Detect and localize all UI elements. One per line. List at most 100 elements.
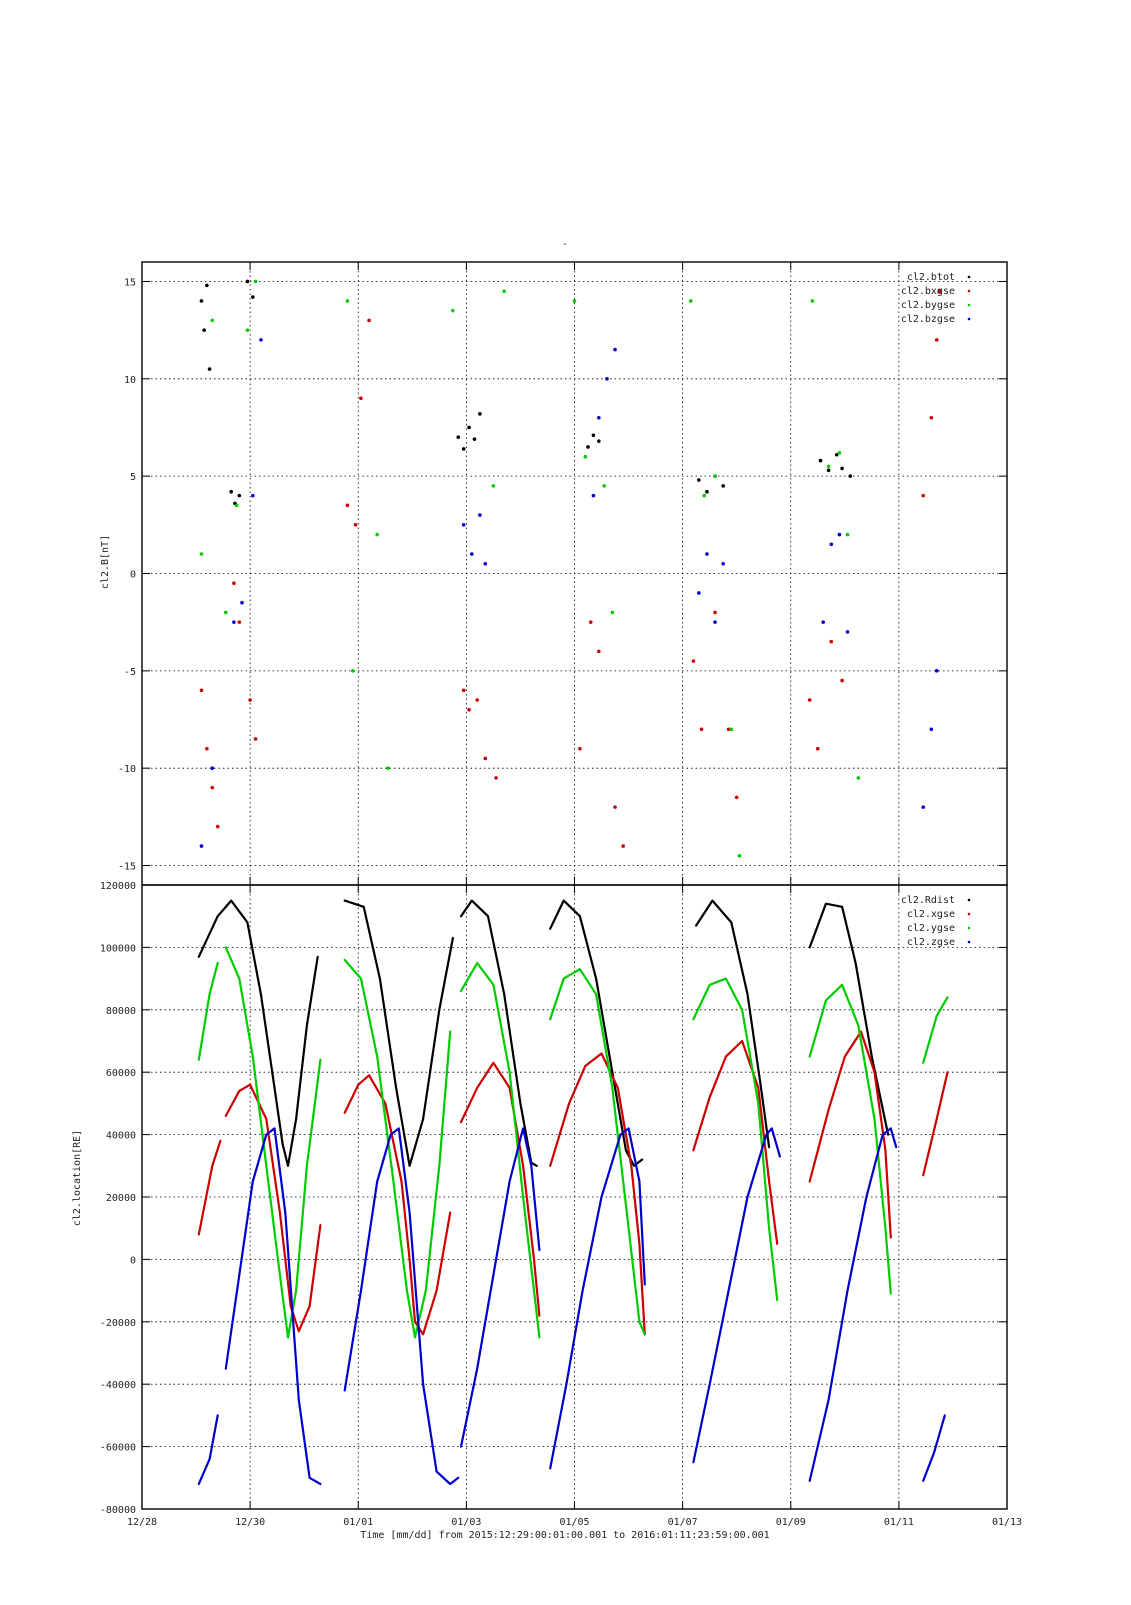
bottom-panel-y-axis-title: cl2.location[RE]	[72, 1130, 83, 1226]
series-point-cl2-bxgse	[483, 756, 488, 761]
series-point-cl2-bxgse	[713, 610, 717, 615]
y-tick-label: 0	[130, 570, 136, 581]
series-point-cl2-bygse	[502, 289, 507, 294]
series-point-cl2-btot	[848, 474, 853, 478]
series-point-cl2-bzgse	[934, 669, 939, 673]
series-point-cl2-bxgse	[359, 396, 363, 401]
series-point-cl2-bxgse	[475, 698, 479, 702]
legend-label: cl2.Rdist	[901, 895, 955, 906]
series-line-cl2-ygse	[808, 983, 892, 1295]
series-point-cl2-bygse	[223, 610, 228, 615]
series-point-cl2-bxgse	[253, 737, 258, 741]
series-point-cl2-bxgse	[248, 698, 252, 702]
series-point-cl2-bzgse	[469, 552, 474, 556]
series-point-cl2-bzgse	[845, 630, 850, 634]
series-point-cl2-btot	[721, 484, 725, 488]
series-line-cl2-ygse	[343, 958, 452, 1339]
y-tick-label: -40000	[100, 1380, 136, 1391]
series-line-cl2-ygse	[197, 961, 219, 1061]
series-point-cl2-bzgse	[210, 766, 215, 770]
series-point-cl2-bxgse	[467, 707, 471, 712]
series-line-cl2-ygse	[549, 968, 646, 1336]
series-point-cl2-bxgse	[934, 338, 939, 342]
series-point-cl2-bygse	[451, 308, 455, 313]
series-point-cl2-bygse	[602, 484, 607, 488]
x-tick-label: 01/11	[884, 1517, 914, 1528]
x-tick-label: 01/03	[451, 1517, 481, 1528]
legend-label: cl2.bygse	[901, 300, 955, 311]
y-tick-label: 0	[130, 1255, 136, 1266]
legend-label: cl2.xgse	[907, 909, 955, 920]
y-tick-label: 5	[130, 472, 136, 483]
series-point-cl2-bxgse	[621, 844, 625, 848]
series-line-cl2-zgse	[343, 1127, 460, 1486]
series-line-cl2-xgse	[808, 1030, 892, 1239]
series-point-cl2-btot	[472, 437, 477, 441]
series-line-cl2-ygse	[692, 977, 779, 1302]
series-point-cl2-bxgse	[205, 746, 209, 751]
y-tick-label: 120000	[100, 881, 136, 892]
series-point-cl2-btot	[461, 447, 466, 451]
bottom-panel: -80000 -60000 -40000 -20000 0 20000 40000 60000…	[100, 881, 1022, 1528]
x-tick-label: 01/01	[343, 1517, 373, 1528]
legend-marker	[967, 303, 971, 307]
series-point-cl2-bygse	[610, 610, 615, 615]
series-point-cl2-bxgse	[726, 727, 731, 732]
x-tick-label: 01/09	[776, 1517, 806, 1528]
series-point-cl2-bzgse	[461, 523, 466, 527]
series-point-cl2-btot	[229, 489, 234, 494]
y-tick-label: 10	[124, 375, 136, 386]
y-tick-label: 20000	[106, 1193, 136, 1204]
series-point-cl2-bygse	[253, 279, 258, 284]
series-point-cl2-bygse	[572, 299, 577, 303]
series-point-cl2-btot	[591, 433, 596, 438]
series-point-cl2-btot	[697, 478, 701, 482]
series-line-cl2-rdist	[343, 899, 454, 1167]
series-line-cl2-rdist	[459, 899, 538, 1167]
legend-label: cl2.btot	[907, 272, 955, 283]
series-point-cl2-btot	[467, 425, 471, 430]
series-point-cl2-bxgse	[921, 493, 926, 498]
series-point-cl2-bxgse	[215, 824, 220, 829]
series-point-cl2-bzgse	[713, 620, 717, 624]
y-tick-label: 15	[124, 277, 136, 288]
legend-label: cl2.zgse	[907, 937, 955, 948]
series-point-cl2-bzgse	[705, 552, 709, 556]
series-point-cl2-bygse	[856, 776, 861, 780]
series-line-cl2-xgse	[343, 1074, 452, 1336]
series-point-cl2-bxgse	[929, 415, 934, 420]
series-point-cl2-bzgse	[199, 844, 204, 848]
series-point-cl2-bygse	[713, 474, 717, 478]
series-point-cl2-bzgse	[605, 377, 609, 381]
series-point-cl2-bxgse	[699, 727, 704, 732]
series-point-cl2-bygse	[375, 532, 379, 537]
x-tick-label: 12/30	[235, 1517, 265, 1528]
series-point-cl2-bygse	[351, 669, 355, 673]
series-line-cl2-rdist	[549, 899, 644, 1167]
legend-marker	[967, 912, 971, 916]
legend-marker	[967, 289, 971, 293]
series-point-cl2-bygse	[729, 727, 734, 732]
series-point-cl2-bygse	[234, 503, 239, 508]
series-point-cl2-btot	[199, 299, 204, 303]
series-point-cl2-bzgse	[613, 347, 617, 352]
series-point-cl2-bxgse	[461, 688, 466, 693]
y-tick-label: 40000	[106, 1131, 136, 1142]
series-line-cl2-zgse	[922, 1414, 946, 1482]
series-point-cl2-bxgse	[237, 620, 242, 624]
series-line-cl2-zgse	[549, 1127, 646, 1470]
series-point-cl2-btot	[251, 295, 255, 299]
series-line-cl2-zgse	[224, 1127, 322, 1486]
y-tick-label: -5	[124, 667, 136, 678]
series-point-cl2-bzgse	[240, 600, 244, 605]
series-point-cl2-bxgse	[367, 318, 371, 323]
legend-label: cl2.bzgse	[901, 314, 955, 325]
series-point-cl2-bygse	[345, 299, 350, 303]
series-line-cl2-xgse	[459, 1061, 541, 1317]
series-point-cl2-bygse	[837, 450, 842, 455]
series-point-cl2-bzgse	[721, 561, 725, 566]
series-line-cl2-xgse	[549, 1052, 646, 1336]
series-point-cl2-bygse	[583, 454, 588, 459]
top-panel: -15 -10 -5 0 5 10 15 cl2.btot cl2.bxgse cl2.bygse…	[118, 261, 1008, 886]
